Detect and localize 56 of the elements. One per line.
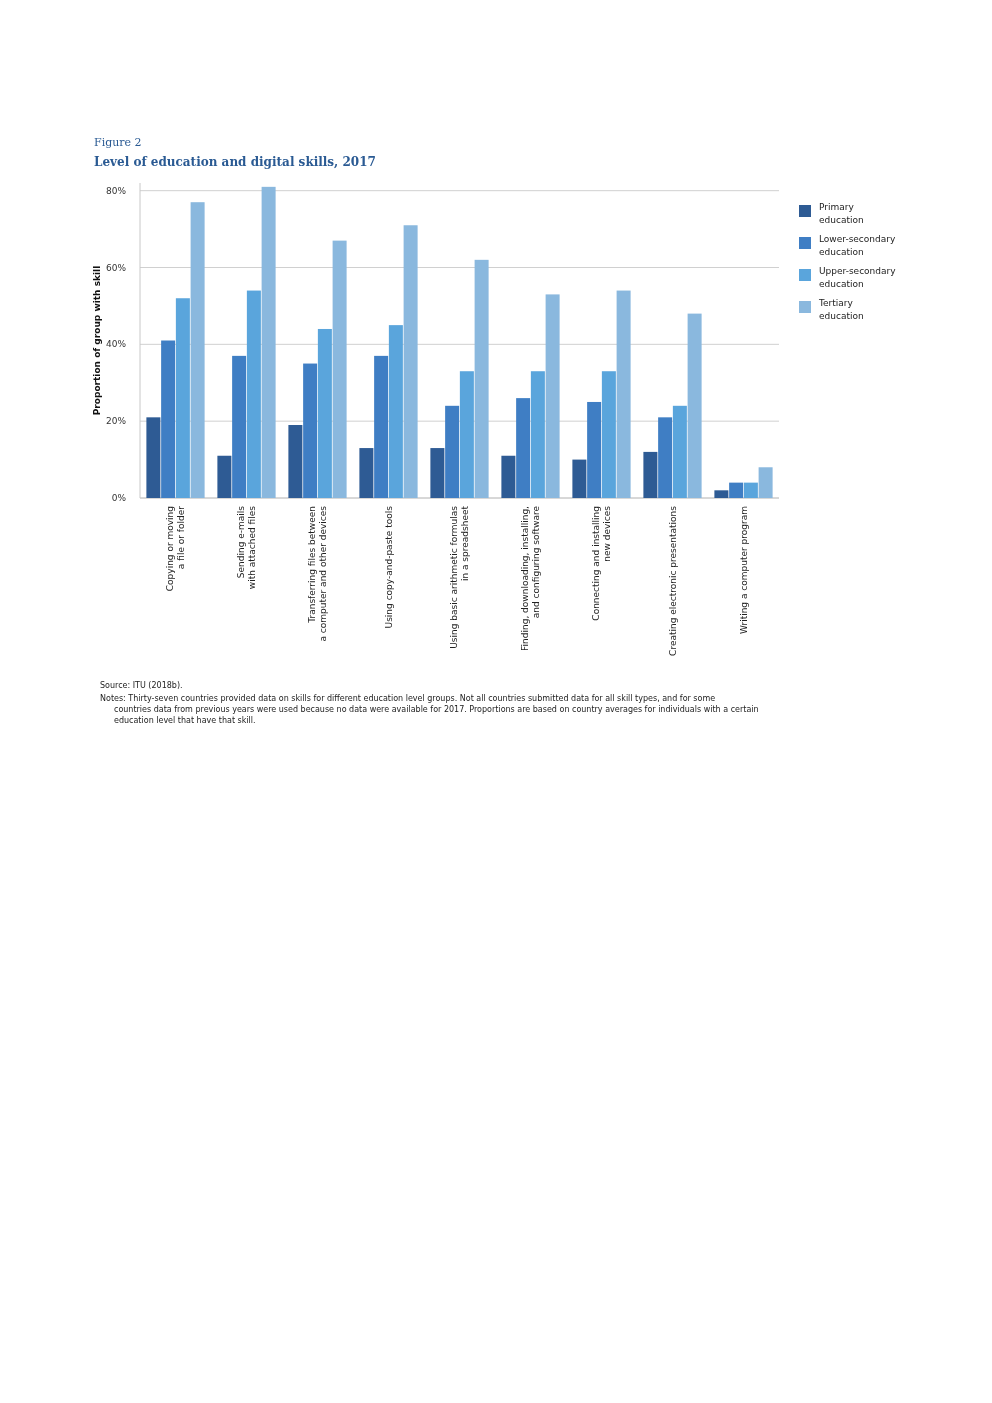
bar xyxy=(587,401,602,498)
legend-label: Primary education xyxy=(819,202,864,226)
legend-label: Tertiary education xyxy=(818,298,864,322)
bar xyxy=(758,467,773,498)
bar xyxy=(572,459,587,498)
bar xyxy=(303,363,318,498)
bar xyxy=(516,398,531,498)
bar xyxy=(146,417,161,498)
bar xyxy=(388,325,403,498)
bar xyxy=(246,290,261,498)
bar xyxy=(190,202,205,498)
bar xyxy=(374,355,389,498)
bar xyxy=(261,186,276,498)
bar xyxy=(687,313,702,498)
y-axis-title: Proportion of group with skill xyxy=(92,265,102,416)
bar xyxy=(288,425,303,498)
bar xyxy=(459,371,474,498)
bar xyxy=(743,482,758,498)
bar xyxy=(217,455,232,498)
bar xyxy=(161,340,176,498)
bar xyxy=(332,240,347,498)
chart-subtitle: Level of education and digital skills, 2017 xyxy=(94,155,376,169)
source-note: Source: ITU (2018b). xyxy=(100,681,183,690)
x-tick-label: Using basic arithmetic formulas in a spreadsheet xyxy=(449,505,470,649)
bar xyxy=(530,371,545,498)
bar xyxy=(729,482,744,498)
y-tick-label: 60% xyxy=(105,262,127,273)
x-tick-label: Writing a computer program xyxy=(738,506,749,635)
y-tick-label: 80% xyxy=(105,185,127,196)
legend-label: Upper-secondary education xyxy=(819,266,897,290)
bar xyxy=(658,417,673,498)
x-tick-label: Copying or moving a file or folder xyxy=(165,505,186,592)
bar xyxy=(175,298,190,498)
bar xyxy=(714,490,729,498)
bar xyxy=(616,290,631,498)
y-tick-label: 40% xyxy=(105,339,127,350)
chart-title: Figure 2 xyxy=(94,136,142,149)
bar xyxy=(501,455,516,498)
bar xyxy=(232,355,247,498)
bar xyxy=(545,294,560,498)
bar xyxy=(601,371,616,498)
bar xyxy=(430,448,445,498)
x-tick-label: Creating electronic presentations xyxy=(667,505,678,656)
bar xyxy=(359,448,374,498)
bar xyxy=(403,225,418,498)
legend-label: Lower-secondary education xyxy=(819,234,896,258)
x-tick-label: Connecting and installing new devices xyxy=(591,505,612,621)
y-tick-label: 0% xyxy=(111,493,127,504)
bar xyxy=(643,451,658,498)
bar xyxy=(672,405,687,498)
bar xyxy=(445,405,460,498)
x-tick-label: Using copy-and-paste tools xyxy=(383,505,394,629)
bar xyxy=(317,328,332,498)
text: Notes: Thirty-seven countries provided data on skills for different education level groups. Not all countries submitted data for all skill types, and for some countries data from previous years were used because no data were available for 2017. Proportions are based on country averages for individuals with a certain education level that have that skill. xyxy=(100,694,759,725)
y-tick-label: 20% xyxy=(105,416,127,427)
bar xyxy=(474,259,489,498)
